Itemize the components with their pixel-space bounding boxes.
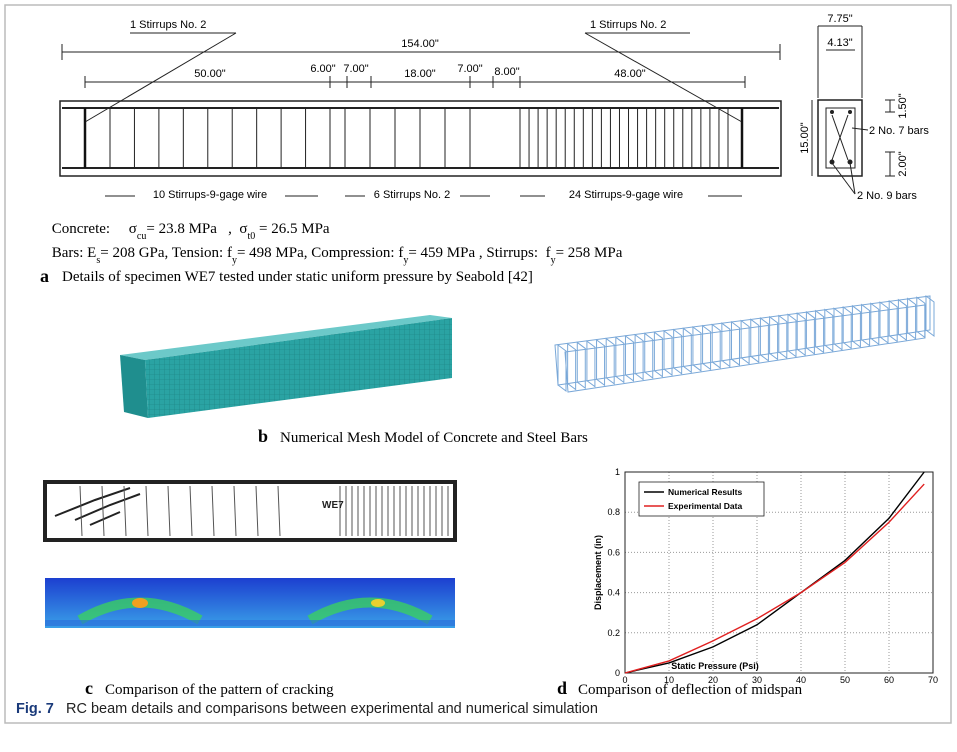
panel-caption: Details of specimen WE7 tested under sta… [62, 269, 533, 285]
dimension-label: 7.00" [457, 63, 482, 75]
section-dim: 4.13" [827, 37, 852, 49]
stirrup-label: 10 Stirrups-9-gage wire [153, 189, 267, 201]
x-axis-title: Static Pressure (Psi) [671, 661, 759, 671]
panel-label: a [40, 266, 49, 286]
y-tick-label: 1 [615, 467, 620, 477]
mesh-models [120, 296, 934, 418]
y-tick-label: 0 [615, 668, 620, 678]
leader-label: 1 Stirrups No. 2 [590, 19, 666, 31]
section-dim: 2.00" [897, 151, 909, 176]
concrete-props: Concrete: σcu= 23.8 MPa , σt0 = 26.5 MPa [33, 221, 341, 242]
dimension-label: 154.00" [401, 38, 439, 50]
panel-caption: Comparison of deflection of midspan [578, 682, 803, 698]
x-tick-label: 60 [884, 675, 894, 685]
crack-comparison [45, 482, 455, 628]
y-tick-label: 0.2 [607, 628, 620, 638]
y-tick-label: 0.6 [607, 547, 620, 557]
bar-props: Bars: Es= 208 GPa, Tension: fy= 498 MPa,… [33, 245, 634, 266]
dimension-label: 8.00" [494, 66, 519, 78]
legend-label: Experimental Data [668, 501, 742, 511]
panel-label: c [85, 678, 93, 698]
dimension-label: 50.00" [194, 68, 226, 80]
dimension-label: 18.00" [404, 68, 436, 80]
panel-caption: Numerical Mesh Model of Concrete and Ste… [280, 430, 588, 446]
stirrup-label: 24 Stirrups-9-gage wire [569, 189, 683, 201]
dimension-label: 7.00" [343, 63, 368, 75]
photo-label: WE7 [322, 500, 344, 511]
section-dim: 7.75" [827, 13, 852, 25]
dimension-label: 6.00" [310, 63, 335, 75]
x-tick-label: 50 [840, 675, 850, 685]
leader-label: 1 Stirrups No. 2 [130, 19, 206, 31]
dimension-label: 48.00" [614, 68, 646, 80]
section-dim: 15.00" [799, 122, 811, 154]
section-bars: 2 No. 7 bars [869, 125, 929, 137]
section-bars: 2 No. 9 bars [857, 190, 917, 202]
figure-label: Fig. 7 [16, 701, 54, 717]
y-axis-title: Displacement (in) [593, 535, 603, 610]
y-tick-label: 0.8 [607, 507, 620, 517]
y-tick-label: 0.4 [607, 588, 620, 598]
panel-label: d [557, 678, 567, 698]
figure: 1 Stirrups No. 2 1 Stirrups No. 2 10 Sti… [0, 0, 957, 752]
stirrups [110, 108, 728, 168]
x-tick-label: 70 [928, 675, 938, 685]
legend-label: Numerical Results [668, 487, 742, 497]
beam-drawing [60, 26, 895, 196]
figure-caption: RC beam details and comparisons between … [66, 701, 598, 717]
stirrup-label: 6 Stirrups No. 2 [374, 189, 450, 201]
panel-label: b [258, 426, 268, 446]
panel-caption: Comparison of the pattern of cracking [105, 682, 334, 698]
section-dim: 1.50" [897, 93, 909, 118]
